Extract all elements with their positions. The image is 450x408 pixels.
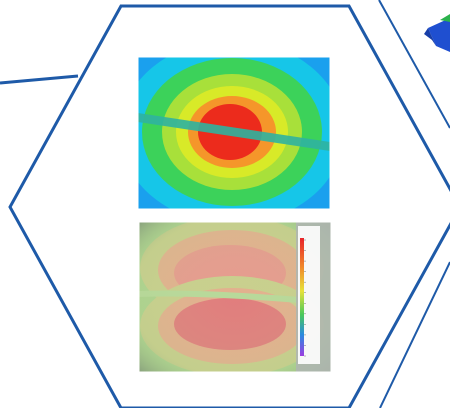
corner-shape-icon	[424, 14, 450, 52]
simulation-contour-plot	[138, 57, 330, 209]
hexagon-frame-secondary	[378, 0, 450, 129]
strip-band	[138, 113, 330, 151]
hexagon-frame	[8, 4, 450, 408]
legend-color-bar	[300, 238, 304, 356]
connector-line	[0, 74, 79, 85]
hexagon-frame-secondary-lower	[379, 261, 450, 408]
color-legend	[298, 226, 320, 364]
